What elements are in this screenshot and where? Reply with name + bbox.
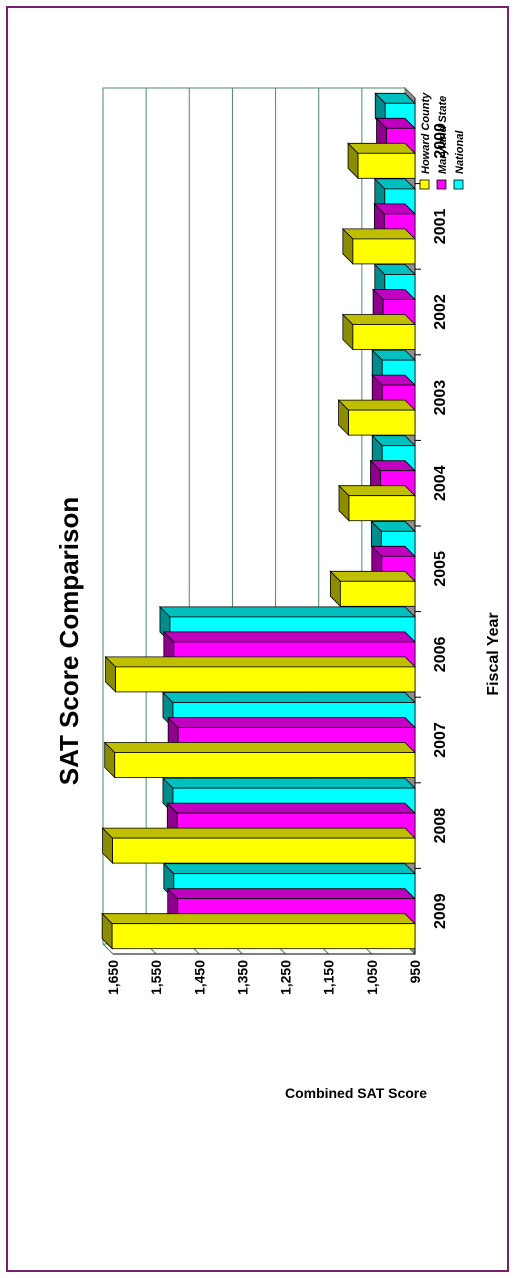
legend: Howard County Maryland State National [419, 92, 466, 190]
chart: SAT Score Comparison Fiscal Year Combine… [54, 86, 502, 1101]
x-tick-label: 2003 [432, 380, 449, 416]
chart-frame: SAT Score Comparison Fiscal Year Combine… [6, 6, 509, 1272]
bar [101, 912, 416, 950]
y-tick-label: 1,150 [321, 960, 337, 995]
x-tick-label: 2005 [432, 551, 449, 587]
bar [337, 399, 416, 437]
bar [341, 313, 416, 351]
gridline [102, 88, 114, 955]
y-tick-label: 1,250 [278, 960, 294, 995]
x-tick-label: 2002 [432, 294, 449, 330]
y-axis-label: Combined SAT Score [285, 1085, 427, 1101]
x-axis-ticks: 2009 2008 2007 2006 2005 2004 2003 2002 2001 2000 [415, 123, 449, 929]
y-tick-label: 1,550 [148, 960, 164, 995]
x-tick-label: 2009 [432, 893, 449, 929]
chart-title: SAT Score Comparison [54, 497, 84, 785]
plot-area [101, 86, 416, 956]
x-tick-label: 2008 [432, 808, 449, 844]
y-tick-label: 1,350 [234, 960, 250, 995]
legend-swatch [436, 179, 447, 190]
y-tick-label: 1,650 [105, 960, 121, 995]
x-tick-label: 2006 [432, 637, 449, 673]
legend-swatch [453, 179, 464, 190]
x-tick-label: 2001 [432, 209, 449, 245]
bar [329, 570, 416, 608]
bar [347, 142, 416, 180]
bar [103, 741, 416, 779]
bar [338, 484, 416, 522]
y-tick-label: 950 [407, 960, 423, 984]
legend-label: Maryland State [437, 96, 449, 174]
y-tick-label: 1,450 [191, 960, 207, 995]
bar [341, 227, 416, 265]
x-tick-label: 2004 [432, 465, 449, 501]
legend-swatch [419, 179, 430, 190]
legend-label: National [454, 130, 466, 174]
x-tick-label: 2007 [432, 722, 449, 758]
y-axis-ticks: 950 1,050 1,150 1,250 1,350 1,450 1,550 1,650 [105, 960, 423, 995]
bar [104, 655, 416, 693]
legend-label: Howard County [420, 92, 432, 174]
x-tick-label: 2000 [432, 123, 449, 159]
bar [101, 827, 416, 865]
y-tick-label: 1,050 [364, 960, 380, 995]
x-axis-label: Fiscal Year [485, 612, 502, 695]
